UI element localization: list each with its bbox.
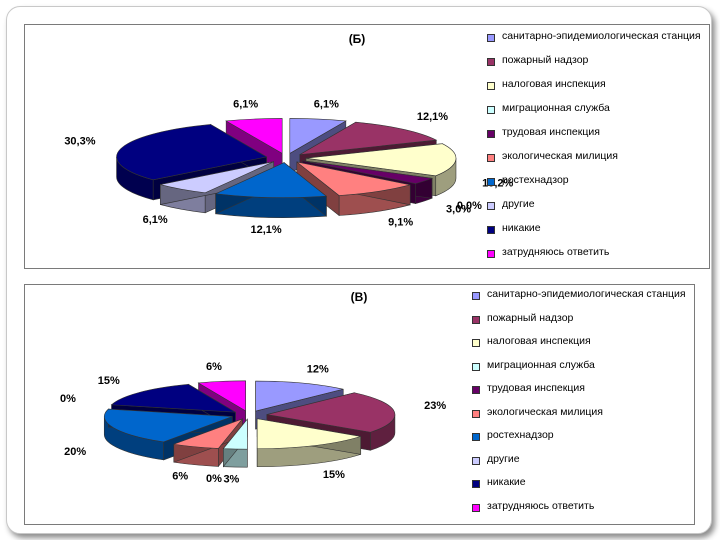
legend-item-other: другие (472, 452, 697, 465)
data-label-sanitary: 6,1% (314, 98, 339, 110)
legend-swatch (487, 58, 495, 66)
legend-label: другие (502, 198, 535, 210)
pie-slice-migration (222, 418, 248, 468)
legend-label: миграционная служба (487, 358, 595, 371)
data-label-ecological: 9,1% (388, 217, 413, 229)
legend-item-sanitary: санитарно-эпидемиологическая станция (472, 289, 697, 300)
legend-swatch (487, 202, 495, 210)
legend-label: трудовая инспекция (487, 382, 585, 394)
chart-panel-v: (В) 12% 23% 15% 3% 0% 6% 20% 0% 15% 6% санитарно-… (24, 284, 695, 525)
legend-item-unsure: затрудняюсь ответить (472, 499, 697, 512)
pie-slice-ecological (296, 161, 411, 217)
legend-item-ecological: экологическая милиция (472, 405, 697, 418)
legend-item-rostech: ростехнадзор (472, 430, 697, 441)
legend-swatch (487, 130, 495, 138)
data-label-tax: 15% (323, 469, 345, 481)
legend-label: никакие (487, 476, 526, 488)
legend-label: затрудняюсь ответить (502, 246, 610, 258)
legend-item-fire: пожарный надзор (472, 311, 697, 324)
legend-label: экологическая милиция (502, 150, 618, 162)
chart-title-b: (Б) (349, 32, 366, 46)
legend-swatch (487, 250, 495, 258)
legend-item-tax: налоговая инспекция (472, 336, 697, 347)
legend-swatch (472, 480, 480, 488)
legend-item-none: никакие (487, 223, 712, 234)
chart-panel-b: (Б) 6,1% 12,1% 15,2% 0,0% 3,0% 9,1% 12,1% 6,1% 3… (24, 24, 710, 269)
legend-swatch (487, 82, 495, 90)
legend-item-tax: налоговая инспекция (487, 79, 712, 90)
data-label-none: 30,3% (64, 135, 95, 147)
legend-item-unsure: затрудняюсь ответить (487, 247, 712, 258)
pie-slice-rostech (103, 408, 233, 461)
legend-swatch (487, 226, 495, 234)
legend-item-rostech: ростехнадзор (487, 175, 712, 186)
data-label-rostech: 20% (64, 446, 86, 458)
data-label-other: 6,1% (143, 214, 168, 226)
data-label-migration: 0,0% (457, 200, 482, 212)
legend-swatch (487, 106, 495, 114)
legend-swatch (487, 178, 495, 186)
legend-swatch (487, 34, 495, 42)
chart-title-v: (В) (351, 290, 368, 304)
legend-swatch (472, 362, 480, 371)
data-label-fire: 12,1% (417, 111, 448, 123)
legend-label: санитарно-эпидемиологическая станция (502, 30, 701, 42)
pie-slice-ecological (173, 418, 244, 468)
legend-label: затрудняюсь ответить (487, 499, 595, 512)
pie-chart-b: (Б) 6,1%12,1%15,2%0,0%3,0%9,1%12,1%6,1%3… (64, 32, 513, 236)
data-label-labor: 0% (206, 473, 222, 485)
legend-item-labor: трудовая инспекция (487, 127, 712, 138)
legend-item-other: другие (487, 199, 712, 210)
legend-label: ростехнадзор (487, 429, 554, 441)
legend-swatch (472, 386, 480, 394)
legend-label: налоговая инспекция (487, 335, 591, 347)
legend-item-sanitary: санитарно-эпидемиологическая станция (487, 31, 712, 42)
legend-swatch (472, 503, 480, 512)
legend-label: экологическая милиция (487, 405, 603, 418)
legend-swatch (472, 339, 480, 347)
legend-swatch (472, 409, 480, 418)
legend-label: санитарно-эпидемиологическая станция (487, 288, 686, 300)
data-label-unsure: 6,1% (233, 98, 258, 110)
legend-swatch (472, 315, 480, 324)
legend-swatch (472, 433, 480, 441)
legend-item-labor: трудовая инспекция (472, 383, 697, 394)
legend-label: ростехнадзор (502, 174, 569, 186)
legend-label: другие (487, 452, 520, 465)
legend-item-migration: миграционная служба (487, 103, 712, 114)
data-label-unsure: 6% (206, 361, 222, 373)
data-label-rostech: 12,1% (250, 224, 281, 236)
pie-slice-rostech (214, 162, 328, 218)
legend-label: пожарный надзор (487, 311, 574, 324)
data-label-labor: 3,0% (446, 204, 471, 216)
data-label-none: 15% (98, 375, 120, 387)
legend-item-ecological: экологическая милиция (487, 151, 712, 162)
pie-chart-v: (В) 12%23%15%3%0%6%20%0%15%6% (60, 290, 446, 486)
legend-item-migration: миграционная служба (472, 358, 697, 371)
data-label-sanitary: 12% (307, 363, 329, 375)
legend-swatch (487, 154, 495, 162)
legend-swatch (472, 292, 480, 300)
legend-label: трудовая инспекция (502, 126, 600, 138)
legend-label: никакие (502, 222, 541, 234)
pie-slice-unsure (225, 118, 283, 174)
legend-swatch (472, 456, 480, 465)
data-label-other: 0% (60, 393, 76, 405)
legend-item-fire: пожарный надзор (487, 55, 712, 66)
pie-slice-tax (256, 418, 362, 468)
legend-label: миграционная служба (502, 102, 610, 114)
legend-label: пожарный надзор (502, 54, 589, 66)
legend-item-none: никакие (472, 477, 697, 488)
data-label-migration: 3% (223, 474, 239, 486)
data-label-ecological: 6% (172, 471, 188, 483)
legend-label: налоговая инспекция (502, 78, 606, 90)
data-label-fire: 23% (424, 400, 446, 412)
